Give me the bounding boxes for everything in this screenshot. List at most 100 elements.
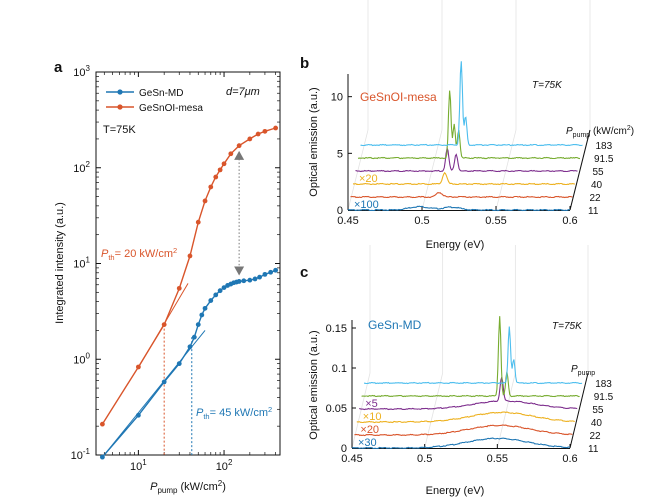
data-point (176, 361, 182, 367)
arrow-head-up (234, 150, 245, 160)
data-point (199, 312, 205, 318)
y-tick-label: 0.05 (326, 403, 347, 415)
data-point (262, 128, 268, 134)
legend-marker-gesn-md (117, 89, 123, 95)
spectrum-183 (364, 326, 583, 385)
spectrum-40 (352, 171, 576, 186)
y-tick-label: 10-1 (71, 447, 91, 462)
panel-b-letter: b (300, 55, 309, 72)
legend-label-gesnoi-mesa: GeSnOI-mesa (139, 103, 203, 114)
data-point (257, 274, 262, 280)
y-tick-label: 0 (337, 205, 343, 217)
spectrum-183 (360, 61, 583, 147)
y-tick-label: 0 (341, 443, 347, 455)
spectrum-22 (354, 424, 573, 437)
x-tick-label: 101 (130, 458, 147, 473)
pth-blue-label: Pth= 45 kW/cm2 (196, 405, 272, 421)
spectrum-55 (355, 146, 578, 173)
panel-b-title: GeSnOI-mesa (360, 90, 437, 104)
data-point (217, 167, 223, 173)
spectrum-22 (350, 192, 573, 199)
data-point (187, 344, 193, 350)
panel-a-xlabel: Ppump (kW/cm2) (150, 479, 226, 495)
data-point (236, 279, 242, 284)
multiplier-label: ×5 (365, 398, 378, 410)
panel-b-axes: 0 5 10 0.45 0.5 0.55 0.6 (331, 0, 591, 227)
pump-value-label: 11 (588, 444, 599, 455)
panel-c: c 0 0.05 0.1 0.15 0.45 0.5 0.55 0.6 11 ×30 22 ×20 4… (300, 245, 614, 497)
panel-a-plot-area (99, 125, 279, 460)
panel-a-legend: GeSn-MD GeSnOI-mesa (106, 88, 203, 114)
floor-grid-line (421, 129, 443, 211)
data-point (99, 421, 105, 427)
data-point (161, 379, 167, 385)
panel-a-ylabel: Integrated intensity (a.u.) (54, 202, 66, 324)
x-tick-label: 0.55 (485, 215, 506, 227)
x-tick-label: 0.45 (337, 215, 358, 227)
y-tick-label: 101 (73, 256, 90, 271)
thickness-label: d=7μm (226, 86, 260, 98)
data-point (208, 298, 214, 303)
x-tick-label: 0.6 (562, 453, 577, 465)
y-tick-label: 10 (331, 92, 343, 104)
x-tick-label: 102 (216, 458, 233, 473)
series-line-gesn-md (101, 269, 276, 458)
panel-a-letter: a (54, 59, 63, 76)
series-line-gesnoi-mesa (101, 127, 276, 425)
floor-grid-line (424, 372, 444, 449)
multiplier-label: ×100 (354, 199, 379, 211)
multiplier-label: ×20 (360, 424, 379, 436)
spectrum-91-5 (357, 90, 581, 160)
y-tick-label: 100 (73, 351, 90, 366)
panel-c-pump-label: Ppump (571, 364, 595, 377)
panel-b-xlabel: Energy (eV) (426, 239, 485, 251)
multiplier-label: ×10 (363, 411, 382, 423)
data-point (236, 143, 242, 149)
data-point (273, 125, 279, 131)
pump-value-label: 11 (588, 206, 599, 217)
panel-a-ticks: 10-1 100 101 102 103 101 102 (71, 64, 280, 473)
data-point (187, 253, 193, 259)
data-point (99, 454, 105, 460)
y-tick-label: 102 (73, 160, 90, 175)
legend-label-gesn-md: GeSn-MD (139, 88, 183, 99)
temperature-label-a: T=75K (103, 124, 136, 136)
floor-grid-line (347, 129, 369, 211)
panel-b-plot-area: 11 ×100 22 40 ×20 55 91.5 183 (347, 61, 614, 217)
spectrum-55 (359, 377, 578, 411)
data-point (195, 322, 201, 328)
spectrum-11 (347, 205, 571, 212)
x-tick-label: 0.5 (414, 215, 429, 227)
data-point (161, 322, 167, 328)
x-tick-label: 0.5 (417, 453, 432, 465)
multiplier-label: ×20 (359, 173, 378, 185)
temperature-label-b: T=75K (532, 80, 563, 91)
panel-c-letter: c (300, 264, 308, 281)
data-point (135, 412, 141, 418)
x-tick-label: 0.55 (487, 453, 508, 465)
data-point (135, 364, 141, 370)
data-point (273, 267, 279, 273)
spectrum-11 (351, 437, 571, 450)
multiplier-label: ×30 (358, 437, 377, 449)
data-point (247, 277, 253, 283)
pump-value-label: 183 (596, 141, 613, 152)
temperature-label-c: T=75K (552, 321, 583, 332)
y-tick-label: 0.15 (326, 323, 347, 335)
spectrum-91-5 (361, 316, 580, 398)
data-point (221, 161, 227, 167)
floor-grid-line (495, 129, 517, 211)
panel-b-pump-label: Ppump (kW/cm2) (566, 125, 634, 139)
data-point (217, 288, 223, 294)
depth-axis-line (569, 372, 589, 449)
pump-value-label: 22 (589, 431, 601, 442)
spectrum-40 (356, 411, 575, 424)
data-point (228, 151, 234, 157)
pump-value-label: 91.5 (594, 154, 614, 165)
pump-value-label: 91.5 (594, 392, 614, 403)
data-point (247, 136, 253, 142)
depth-axis-line (569, 129, 591, 211)
data-point (252, 276, 258, 282)
legend-marker-gesnoi-mesa (117, 104, 123, 110)
